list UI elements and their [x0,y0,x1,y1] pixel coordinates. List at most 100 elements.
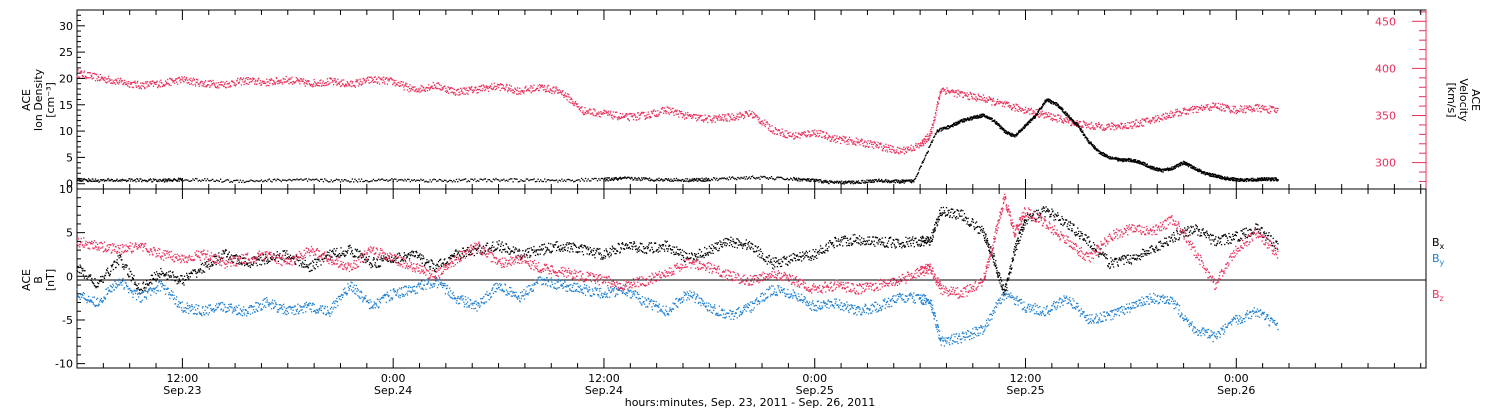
velocity-point [171,79,174,82]
velocity-point [1117,124,1119,126]
density-point [615,176,617,179]
density-point [704,180,706,182]
velocity-point [584,106,586,109]
density-point [210,179,213,181]
velocity-point [653,109,655,111]
velocity-point [891,145,893,148]
velocity-point [780,132,783,134]
velocity-point [581,112,584,114]
density-point [1123,160,1125,162]
density-point [1162,171,1164,173]
velocity-point [788,135,791,137]
velocity-point [246,83,248,85]
velocity-point [1271,107,1273,109]
bx-point [110,264,112,267]
velocity-point [598,111,600,113]
bx-point [95,287,97,289]
velocity-point [600,111,602,113]
density-point [1226,178,1229,180]
velocity-point [516,87,519,89]
velocity-point [100,77,102,79]
density-point [280,180,282,183]
density-point [716,177,718,179]
density-point [330,179,332,181]
density-point [877,179,880,181]
velocity-point [102,78,104,80]
density-point [1184,161,1187,163]
velocity-point [441,89,443,91]
velocity-point [1214,105,1216,107]
velocity-point [372,78,374,81]
density-point [994,119,996,121]
velocity-point [974,94,976,96]
density-point [1184,163,1186,165]
velocity-point [595,115,597,117]
velocity-point [675,113,677,115]
velocity-point [1011,109,1013,111]
velocity-point [832,135,834,137]
velocity-point [429,86,432,89]
velocity-point [568,93,570,96]
velocity-point [619,118,621,120]
density-point [1006,132,1008,134]
velocity-point [130,83,132,85]
density-point [1213,176,1215,178]
density-point [171,179,173,182]
velocity-point [1174,114,1176,116]
density-point [1119,158,1121,161]
velocity-point [203,83,205,85]
density-point [92,178,94,180]
density-point [346,180,348,182]
velocity-point [731,118,734,120]
velocity-point [1008,101,1010,104]
velocity-point [612,118,614,120]
velocity-point [427,84,430,86]
density-point [1183,160,1185,162]
velocity-point [554,90,557,92]
velocity-point [1227,105,1230,107]
density-point [899,180,901,182]
velocity-point [166,83,168,85]
velocity-point [472,91,474,93]
density-point [1084,134,1086,137]
velocity-point [1116,124,1118,127]
velocity-point [680,113,682,115]
velocity-point [667,106,669,108]
velocity-point [403,86,405,88]
density-point [459,179,462,182]
velocity-point [695,114,697,116]
velocity-point [739,113,742,115]
velocity-point [903,146,905,148]
velocity-point [168,83,170,85]
density-point [137,180,140,182]
bx-point [115,266,117,269]
velocity-point [814,133,816,136]
velocity-point [1051,117,1053,119]
velocity-point [450,91,452,94]
plasma-x-ticks [102,10,1422,189]
velocity-point [350,80,352,82]
density-point [495,177,497,180]
velocity-point [938,97,940,99]
velocity-point [175,81,178,83]
velocity-point [824,137,826,140]
velocity-point [193,78,196,81]
density-point [806,178,808,181]
density-point [86,179,88,181]
density-point [1221,177,1223,179]
velocity-point [295,76,297,79]
velocity-point [1099,125,1102,127]
velocity-point [1164,118,1166,120]
velocity-point [434,87,437,89]
density-point [416,179,418,181]
density-point [1082,130,1084,132]
velocity-point [184,78,186,81]
density-point [807,179,810,181]
velocity-point [877,147,880,149]
density-point [246,180,248,183]
density-point [902,179,905,182]
velocity-point [387,79,389,81]
velocity-point [91,78,93,80]
velocity-point [1058,114,1060,116]
velocity-point [582,113,585,116]
